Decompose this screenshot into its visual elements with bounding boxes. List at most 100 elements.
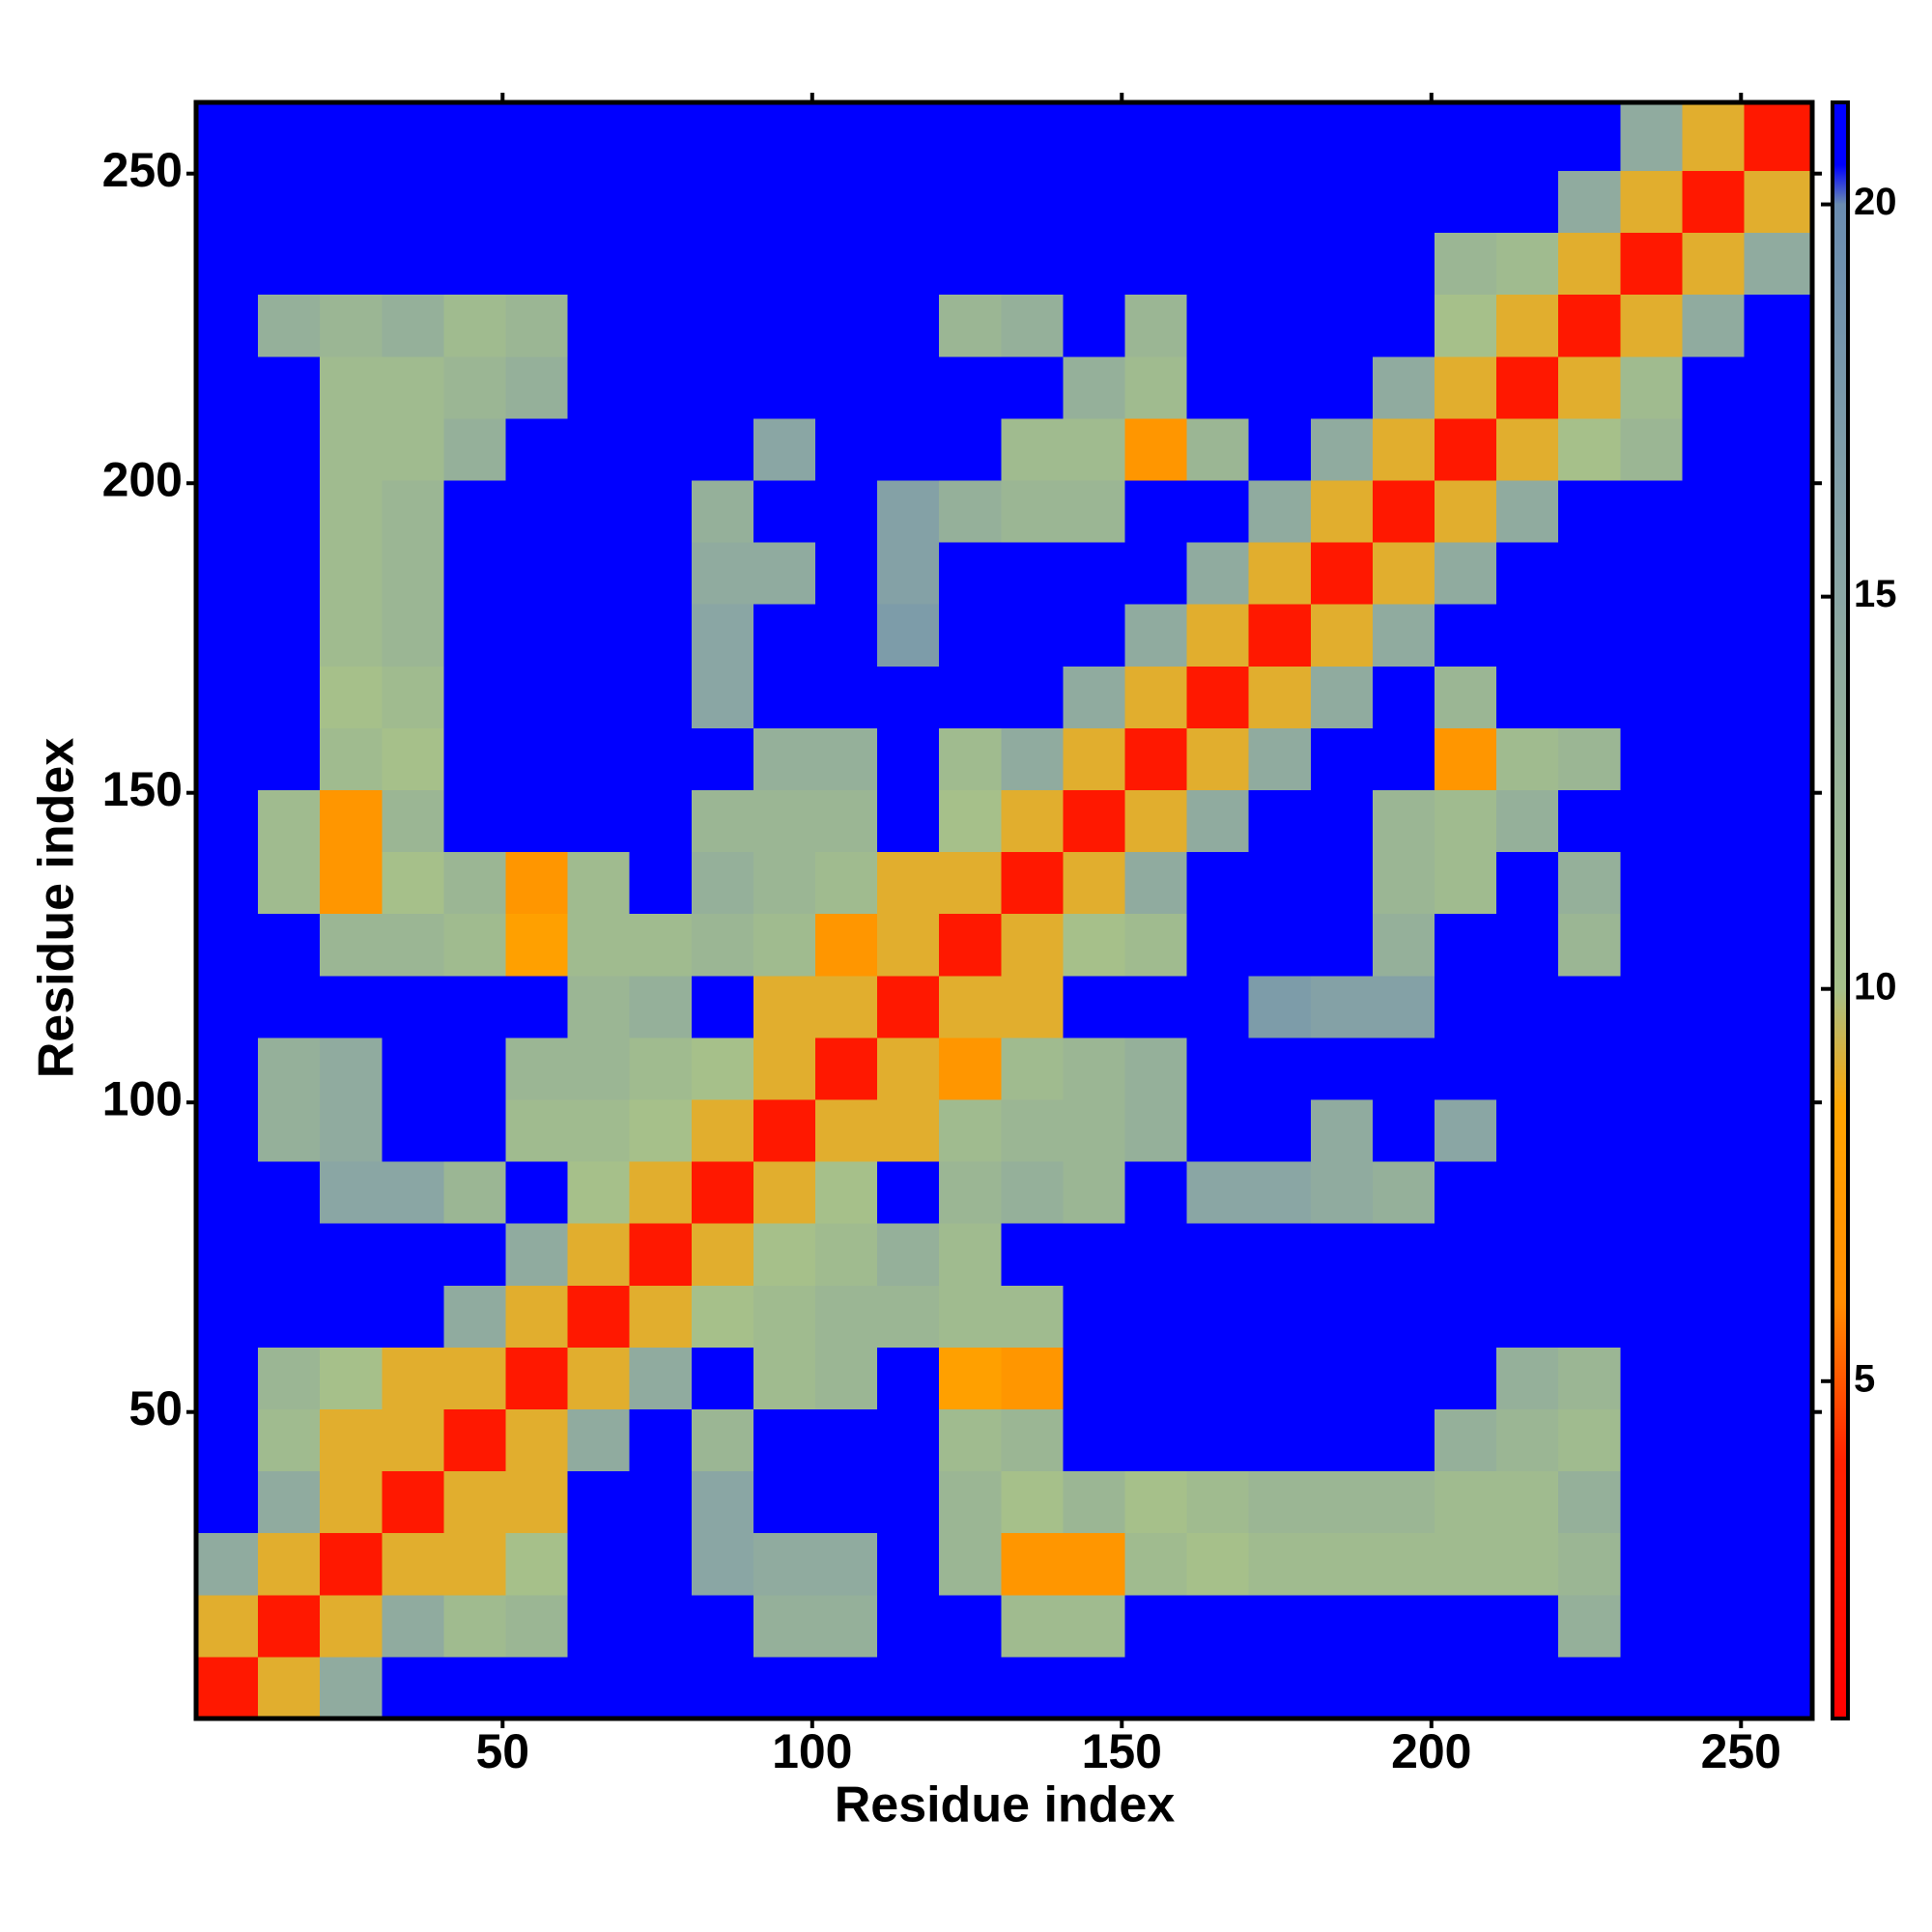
heatmap-cell bbox=[258, 1408, 321, 1472]
heatmap-cell bbox=[1620, 355, 1683, 419]
heatmap-cell bbox=[1434, 1285, 1497, 1348]
heatmap-cell bbox=[1186, 975, 1250, 1038]
heatmap-cell bbox=[629, 1470, 693, 1534]
heatmap-cell bbox=[567, 1161, 631, 1224]
heatmap-cell bbox=[1001, 1470, 1064, 1534]
heatmap-cell bbox=[1558, 294, 1621, 357]
heatmap-cell bbox=[1310, 975, 1374, 1038]
heatmap-cell bbox=[1744, 666, 1813, 728]
heatmap-cell bbox=[1744, 913, 1813, 977]
heatmap-cell bbox=[1744, 1470, 1813, 1534]
heatmap-cell bbox=[320, 666, 383, 728]
heatmap-cell bbox=[1682, 1532, 1745, 1596]
heatmap-cell bbox=[382, 913, 444, 977]
heatmap-cell bbox=[443, 542, 506, 605]
heatmap-cell bbox=[258, 727, 321, 791]
heatmap-cell bbox=[1372, 913, 1435, 977]
heatmap-cell bbox=[814, 294, 878, 357]
heatmap-cell bbox=[877, 294, 940, 357]
heatmap-cell bbox=[443, 1223, 506, 1286]
heatmap-cell bbox=[1310, 1656, 1374, 1719]
heatmap-cell bbox=[1310, 1408, 1374, 1472]
heatmap-cell bbox=[1310, 1223, 1374, 1286]
heatmap-cell bbox=[1434, 604, 1497, 667]
heatmap-cell bbox=[1124, 1532, 1188, 1596]
heatmap-cell bbox=[753, 542, 816, 605]
heatmap-cell bbox=[382, 1532, 444, 1596]
heatmap-cell bbox=[382, 604, 444, 667]
heatmap-cell bbox=[1310, 789, 1374, 853]
heatmap-cell bbox=[753, 851, 816, 915]
heatmap-cell bbox=[1124, 1223, 1188, 1286]
heatmap-cell bbox=[1372, 975, 1435, 1038]
heatmap-cell bbox=[629, 666, 693, 728]
heatmap-cell bbox=[443, 232, 506, 296]
heatmap-cell bbox=[1248, 1656, 1312, 1719]
y-tick-label: 200 bbox=[102, 452, 183, 506]
heatmap-cell bbox=[1186, 170, 1250, 234]
heatmap-cell bbox=[1558, 789, 1621, 853]
heatmap-cell bbox=[1186, 851, 1250, 915]
heatmap-cell bbox=[753, 1285, 816, 1348]
heatmap-cell bbox=[382, 727, 444, 791]
heatmap-cell bbox=[1001, 355, 1064, 419]
heatmap-cell bbox=[505, 417, 569, 481]
heatmap-cell bbox=[1372, 1161, 1435, 1224]
heatmap-cell bbox=[629, 851, 693, 915]
heatmap-cell bbox=[1434, 1408, 1497, 1472]
heatmap-cell bbox=[1372, 1408, 1435, 1472]
heatmap-cell bbox=[196, 232, 259, 296]
heatmap-cell bbox=[629, 789, 693, 853]
heatmap-cell bbox=[443, 355, 506, 419]
heatmap-cell bbox=[505, 1408, 569, 1472]
heatmap-cell bbox=[382, 1408, 444, 1472]
heatmap-cell bbox=[691, 170, 754, 234]
heatmap-cell bbox=[567, 170, 631, 234]
heatmap-cell bbox=[1124, 294, 1188, 357]
heatmap-cell bbox=[1186, 1161, 1250, 1224]
heatmap-cell bbox=[258, 666, 321, 728]
heatmap-cell bbox=[320, 975, 383, 1038]
heatmap-cell bbox=[629, 1223, 693, 1286]
heatmap-cell bbox=[1496, 1408, 1559, 1472]
heatmap-cell bbox=[1682, 355, 1745, 419]
heatmap-cell bbox=[814, 1037, 878, 1100]
heatmap-cell bbox=[1744, 355, 1813, 419]
heatmap-cell bbox=[320, 102, 383, 172]
heatmap-cell bbox=[505, 727, 569, 791]
plot-frame bbox=[193, 99, 1815, 1721]
heatmap-cell bbox=[1001, 542, 1064, 605]
heatmap-cell bbox=[567, 1037, 631, 1100]
heatmap-cell bbox=[1434, 1594, 1497, 1658]
heatmap-cell bbox=[691, 1347, 754, 1410]
heatmap-cell bbox=[258, 480, 321, 543]
heatmap-cell bbox=[258, 1161, 321, 1224]
heatmap-cell bbox=[382, 1594, 444, 1658]
heatmap-cell bbox=[1063, 727, 1125, 791]
heatmap-cell bbox=[382, 1037, 444, 1100]
heatmap-cell bbox=[196, 913, 259, 977]
heatmap-cell bbox=[258, 1285, 321, 1348]
heatmap-cell bbox=[1248, 102, 1312, 172]
y-tick-label: 150 bbox=[102, 762, 183, 816]
heatmap-cell bbox=[1434, 480, 1497, 543]
heatmap-cell bbox=[1372, 727, 1435, 791]
heatmap-cell bbox=[196, 604, 259, 667]
heatmap-cell bbox=[1496, 1223, 1559, 1286]
heatmap-cell bbox=[629, 480, 693, 543]
heatmap-cell bbox=[939, 1285, 1002, 1348]
heatmap-cell bbox=[1620, 480, 1683, 543]
heatmap-cell bbox=[1186, 1532, 1250, 1596]
heatmap-cell bbox=[1372, 789, 1435, 853]
heatmap-cell bbox=[567, 1099, 631, 1162]
heatmap-cell bbox=[1372, 542, 1435, 605]
heatmap-cell bbox=[691, 1470, 754, 1534]
heatmap-cell bbox=[505, 102, 569, 172]
heatmap-cell bbox=[1001, 789, 1064, 853]
heatmap-cell bbox=[1186, 1408, 1250, 1472]
heatmap-cell bbox=[1063, 1656, 1125, 1719]
heatmap-cell bbox=[1620, 1470, 1683, 1534]
heatmap-cell bbox=[1124, 1470, 1188, 1534]
heatmap-cell bbox=[1372, 417, 1435, 481]
